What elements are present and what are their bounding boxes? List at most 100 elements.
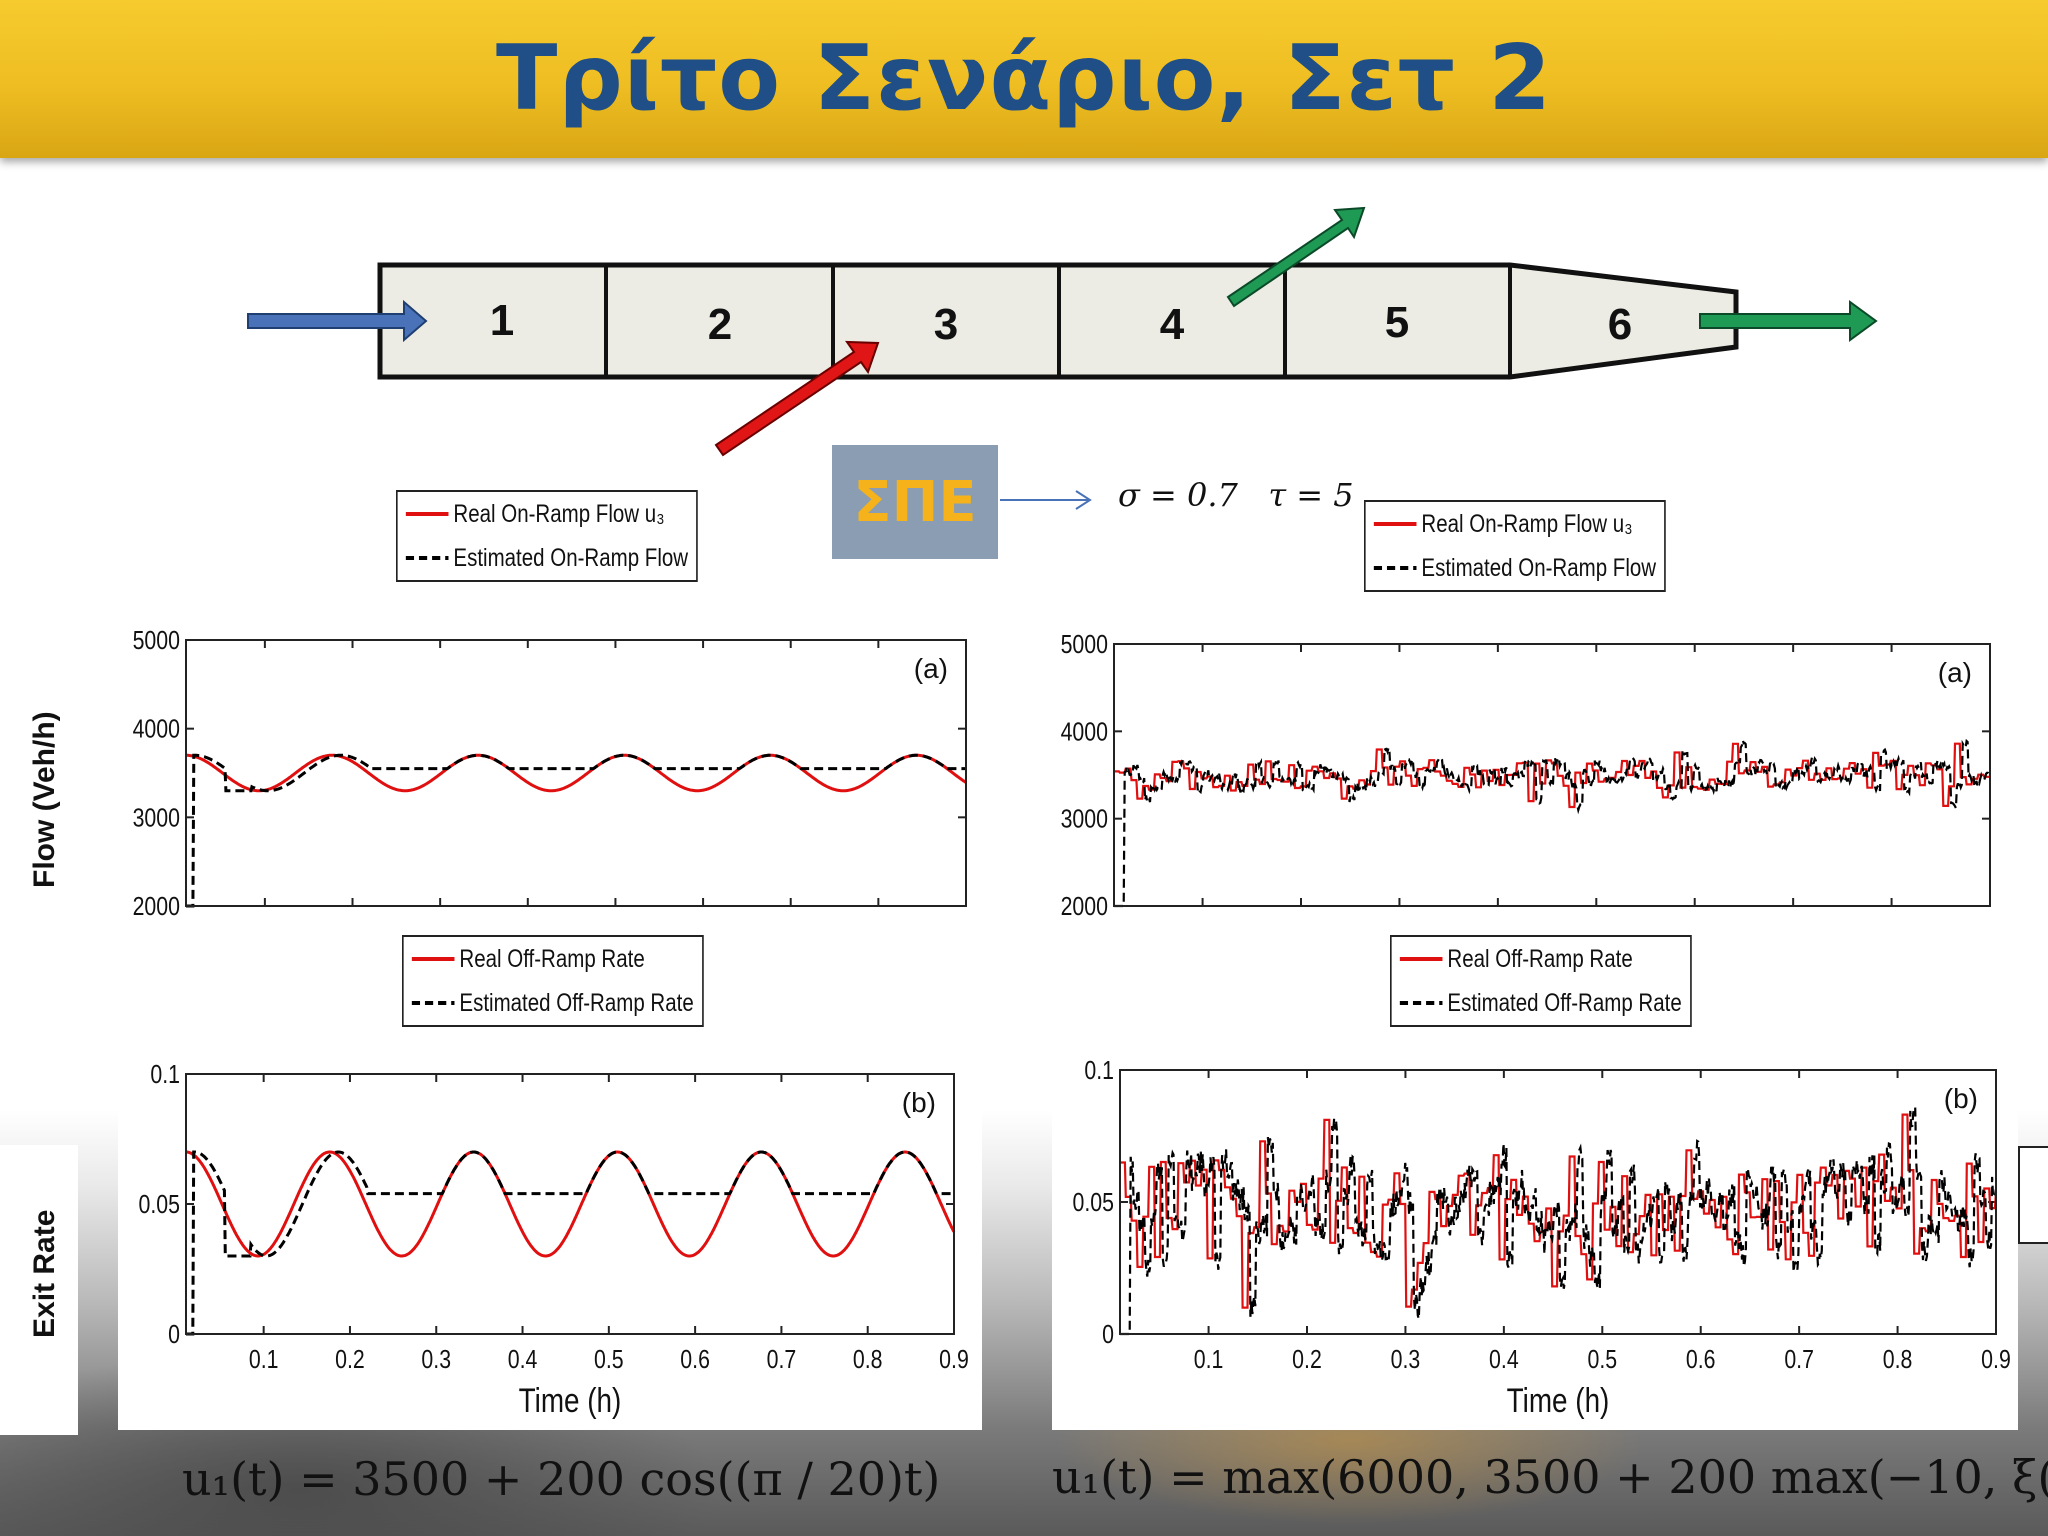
legend-label-real: Real Off-Ramp Rate bbox=[459, 944, 645, 973]
legend-swatch-estimated bbox=[411, 1001, 455, 1005]
y-tick-label: 5000 bbox=[1061, 630, 1108, 660]
y-tick-label: 4000 bbox=[1061, 717, 1108, 747]
segment-label-1: 1 bbox=[490, 296, 514, 345]
legend-label-estimated: Estimated On-Ramp Flow bbox=[453, 543, 689, 572]
legend-swatch-estimated bbox=[405, 556, 449, 560]
legend-item-real: Real On-Ramp Flow u₃ bbox=[1366, 502, 1665, 546]
y-tick-label: 0 bbox=[168, 1320, 180, 1350]
y-tick-label: 0.05 bbox=[139, 1190, 180, 1220]
x-axis-label: Time (h) bbox=[519, 1381, 622, 1419]
legend-swatch-estimated bbox=[1399, 1001, 1443, 1005]
panel-label: (b) bbox=[1944, 1083, 1978, 1114]
legend-left-flow: Real On-Ramp Flow u₃ Estimated On-Ramp F… bbox=[396, 490, 698, 582]
y-tick-label: 0 bbox=[1102, 1320, 1114, 1350]
plot-frame bbox=[185, 1073, 955, 1335]
x-tick-label: 0.7 bbox=[1784, 1345, 1814, 1375]
segment-label-2: 2 bbox=[708, 300, 732, 349]
y-tick-label: 2000 bbox=[133, 892, 180, 922]
x-axis-label: Time (h) bbox=[1507, 1381, 1610, 1419]
spe-arrow bbox=[1000, 490, 1092, 510]
chart-panel-left-flow: 2000 3000 4000 5000 (a) bbox=[118, 620, 978, 930]
outflow-arrow bbox=[1699, 300, 1878, 342]
x-tick-label: 0.3 bbox=[1391, 1345, 1421, 1375]
series-real-line bbox=[1114, 742, 1991, 809]
formula-right: u₁(t) = max(6000, 3500 + 200 max(−10, ξ(… bbox=[1052, 1450, 2048, 1504]
legend-swatch-estimated bbox=[1373, 566, 1417, 570]
legend-left-exit: Real Off-Ramp Rate Estimated Off-Ramp Ra… bbox=[402, 935, 704, 1027]
legend-label-real: Real Off-Ramp Rate bbox=[1447, 944, 1633, 973]
plot-frame bbox=[1113, 643, 1991, 907]
inflow-arrow bbox=[247, 299, 428, 343]
x-tick-label: 0.9 bbox=[939, 1345, 969, 1375]
segment-label-5: 5 bbox=[1385, 298, 1409, 347]
y-axis-label-exit: Exit Rate bbox=[28, 1209, 61, 1338]
series-real-line bbox=[186, 1150, 956, 1258]
series-estimated-line bbox=[186, 753, 966, 908]
panel-label: (a) bbox=[1938, 657, 1972, 688]
panel-label: (a) bbox=[914, 653, 948, 684]
x-tick-label: 0.4 bbox=[1489, 1345, 1519, 1375]
chart-right-flow: 2000 3000 4000 5000 (a) bbox=[1061, 630, 1991, 922]
legend-swatch-real bbox=[1399, 957, 1443, 961]
x-tick-label: 0.5 bbox=[1587, 1345, 1617, 1375]
segment-label-6: 6 bbox=[1608, 300, 1632, 349]
legend-item-estimated: Estimated On-Ramp Flow bbox=[398, 536, 697, 580]
noise-parameters: σ = 0.7 τ = 5 bbox=[1118, 476, 1354, 514]
legend-label-estimated: Estimated Off-Ramp Rate bbox=[1447, 988, 1682, 1017]
formula-left: u₁(t) = 3500 + 200 cos((π / 20)t) bbox=[182, 1452, 941, 1506]
page-title: Τρίτο Σενάριο, Σετ 2 bbox=[495, 26, 1552, 131]
plot-frame bbox=[185, 639, 967, 907]
freeway-diagram: 1 2 3 4 5 6 bbox=[247, 206, 1878, 457]
off-ramp-arrow bbox=[1226, 206, 1366, 308]
y-tick-label: 3000 bbox=[1061, 805, 1108, 835]
x-tick-label: 0.8 bbox=[1883, 1345, 1913, 1375]
y-tick-label: 4000 bbox=[133, 715, 180, 745]
legend-label-estimated: Estimated On-Ramp Flow bbox=[1421, 553, 1657, 582]
x-tick-label: 0.4 bbox=[508, 1345, 538, 1375]
title-bar: Τρίτο Σενάριο, Σετ 2 bbox=[0, 0, 2048, 158]
legend-item-real: Real Off-Ramp Rate bbox=[404, 937, 702, 981]
legend-item-estimated: Estimated Off-Ramp Rate bbox=[404, 981, 702, 1025]
x-tick-label: 0.2 bbox=[335, 1345, 365, 1375]
series-estimated-line bbox=[1120, 1106, 1998, 1336]
chart-panel-left-exit: 0 0.05 0.1 0.1 0.2 0.3 0.4 0.5 0.6 0.7 0.8 0.9 Time … bbox=[118, 1050, 982, 1430]
legend-swatch-real bbox=[405, 512, 449, 516]
chart-left-flow: 2000 3000 4000 5000 (a) bbox=[133, 626, 967, 922]
legend-right-flow: Real On-Ramp Flow u₃ Estimated On-Ramp F… bbox=[1364, 500, 1666, 592]
legend-swatch-real bbox=[1373, 522, 1417, 526]
chart-panel-right-exit: 0 0.05 0.1 0.1 0.2 0.3 0.4 0.5 0.6 0.7 0.8 0.9 Time … bbox=[1052, 1050, 2018, 1430]
plot-frame bbox=[1119, 1069, 1997, 1335]
legend-label-real: Real On-Ramp Flow u₃ bbox=[453, 499, 665, 528]
legend-item-real: Real Off-Ramp Rate bbox=[1392, 937, 1690, 981]
legend-right-exit: Real Off-Ramp Rate Estimated Off-Ramp Ra… bbox=[1390, 935, 1692, 1027]
x-tick-label: 0.6 bbox=[680, 1345, 710, 1375]
legend-label-estimated: Estimated Off-Ramp Rate bbox=[459, 988, 694, 1017]
y-tick-label: 0.05 bbox=[1073, 1188, 1114, 1218]
x-tick-label: 0.9 bbox=[1981, 1345, 2011, 1375]
chart-right-exit: 0 0.05 0.1 0.1 0.2 0.3 0.4 0.5 0.6 0.7 0.8 0.9 Time … bbox=[1073, 1056, 2011, 1420]
y-tick-label: 0.1 bbox=[1084, 1056, 1114, 1086]
series-real-line bbox=[1120, 1113, 1998, 1309]
segment-label-3: 3 bbox=[934, 300, 958, 349]
on-ramp-arrow bbox=[714, 340, 880, 457]
x-tick-label: 0.1 bbox=[1194, 1345, 1224, 1375]
spe-box: ΣΠΕ bbox=[832, 445, 998, 559]
legend-swatch-real bbox=[411, 957, 455, 961]
x-tick-label: 0.1 bbox=[249, 1345, 279, 1375]
segment-label-4: 4 bbox=[1160, 300, 1185, 349]
y-axis-label-backdrop bbox=[0, 1145, 78, 1435]
chart-panel-right-flow: 2000 3000 4000 5000 (a) bbox=[1040, 620, 2006, 930]
y-tick-label: 5000 bbox=[133, 626, 180, 656]
series-real-line bbox=[186, 753, 967, 793]
legend-label-real: Real On-Ramp Flow u₃ bbox=[1421, 509, 1633, 538]
series-estimated-line bbox=[186, 1150, 954, 1336]
y-tick-label: 3000 bbox=[133, 803, 180, 833]
x-tick-label: 0.5 bbox=[594, 1345, 624, 1375]
cropped-legend-edge bbox=[2018, 1146, 2048, 1244]
x-tick-label: 0.3 bbox=[421, 1345, 451, 1375]
legend-item-real: Real On-Ramp Flow u₃ bbox=[398, 492, 697, 536]
x-tick-label: 0.6 bbox=[1686, 1345, 1716, 1375]
freeway-segments bbox=[377, 262, 1739, 380]
x-tick-label: 0.8 bbox=[853, 1345, 883, 1375]
y-tick-label: 2000 bbox=[1061, 892, 1108, 922]
